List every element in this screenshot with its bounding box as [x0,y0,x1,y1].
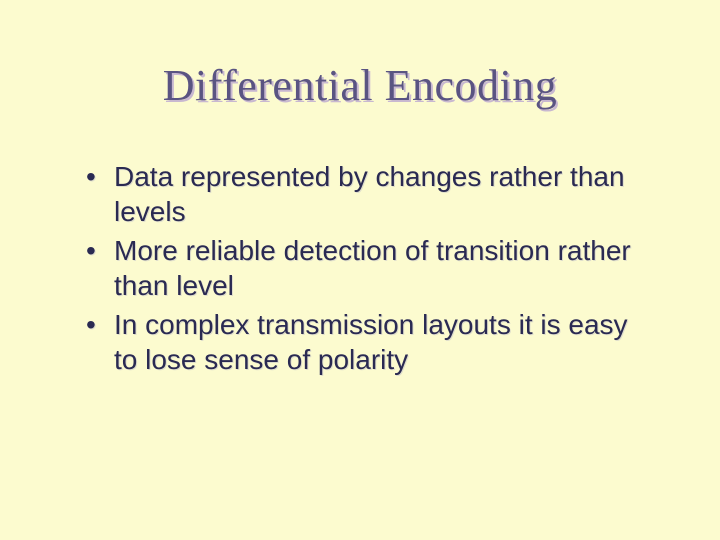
bullet-item: In complex transmission layouts it is ea… [80,307,650,377]
slide-title: Differential Encoding [70,60,650,111]
bullet-item: More reliable detection of transition ra… [80,233,650,303]
bullet-item: Data represented by changes rather than … [80,159,650,229]
slide-container: Differential Encoding Data represented b… [0,0,720,540]
bullet-list: Data represented by changes rather than … [70,159,650,377]
